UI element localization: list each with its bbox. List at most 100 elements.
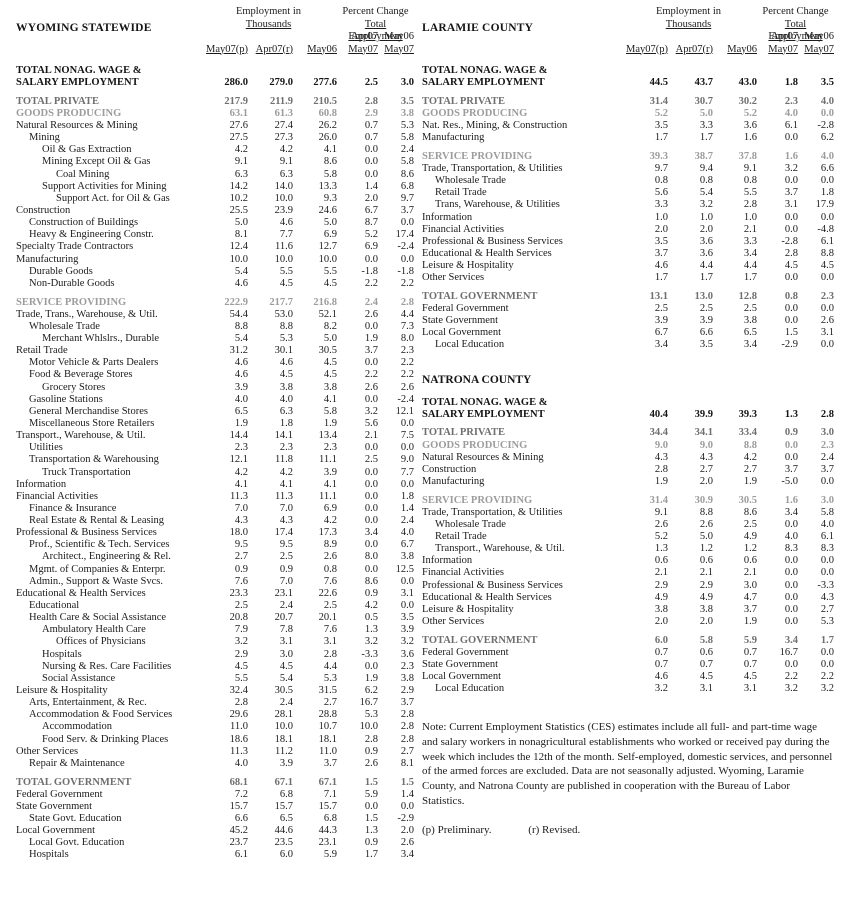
cell-value: 0.6 — [654, 555, 668, 567]
cell-value: 0.9 — [784, 427, 798, 439]
cell-value: 10.0 — [318, 253, 337, 265]
cell-value: 0.7 — [743, 658, 757, 670]
cell-value: 0.0 — [364, 563, 378, 575]
col-pct-may-label: May07 — [804, 43, 834, 55]
cell-value: 6.7 — [400, 539, 414, 551]
table-row: Architect., Engineering & Rel. 2.7 2.5 2.6 8… — [16, 551, 414, 563]
cell-value: 60.8 — [318, 107, 337, 119]
cell-value: 11.0 — [230, 721, 248, 733]
cell-value: 7.7 — [279, 229, 293, 241]
cell-value: 6.1 — [234, 849, 248, 861]
cell-value: 0.0 — [364, 393, 378, 405]
cell-value: 8.8 — [234, 320, 248, 332]
cell-value: 0.0 — [784, 591, 798, 603]
cell-value: 61.3 — [274, 107, 293, 119]
row-label: Real Estate & Rental & Leasing — [29, 515, 165, 527]
table-row: Mining Except Oil & Gas 9.1 9.1 8.6 0.0 5.8 — [16, 156, 414, 168]
table-row: Retail Trade 5.6 5.4 5.5 3.7 1.8 — [422, 187, 834, 199]
cell-value: 6.6 — [234, 812, 248, 824]
row-label: Non-Durable Goods — [29, 277, 115, 289]
table-row: Gasoline Stations 4.0 4.0 4.1 0.0 -2.4 — [16, 394, 414, 406]
cell-value: 0.0 — [820, 107, 834, 119]
row-label: SALARY EMPLOYMENT — [16, 77, 139, 89]
table-row: Financial Activities 2.0 2.0 2.1 0.0 -4.8 — [422, 224, 834, 236]
cell-value: 8.8 — [820, 247, 834, 259]
cell-value: 3.7 — [400, 697, 414, 709]
row-label: Trade, Transportation, & Utilities — [422, 162, 563, 174]
header-group-row-2: Thousands Total Employment — [16, 19, 414, 43]
cell-value: 3.0 — [820, 494, 834, 506]
cell-value: 3.1 — [784, 199, 798, 211]
cell-value: 0.9 — [364, 745, 378, 757]
row-label: Financial Activities — [422, 567, 504, 579]
cell-value: -2.4 — [397, 393, 414, 405]
cell-value: 5.9 — [323, 849, 337, 861]
cell-value: 2.9 — [234, 648, 248, 660]
cell-value: 2.6 — [400, 837, 414, 849]
cell-value: 3.8 — [400, 107, 414, 119]
table-row: Construction of Buildings 5.0 4.6 5.0 8.7 0.0 — [16, 217, 414, 229]
row-label: Other Services — [16, 745, 79, 757]
row-label: Truck Transportation — [42, 466, 131, 478]
footnotes: (p) Preliminary. (r) Revised. — [422, 824, 834, 836]
cell-value: 0.0 — [784, 132, 798, 144]
cell-value: 10.0 — [274, 192, 293, 204]
cell-value: 4.5 — [323, 277, 337, 289]
cell-value: 0.0 — [820, 555, 834, 567]
cell-value: 3.5 — [654, 120, 668, 132]
cell-value: 12.5 — [395, 563, 414, 575]
cell-value: 1.0 — [699, 211, 713, 223]
cell-value: 0.0 — [784, 603, 798, 615]
cell-value: 5.8 — [400, 156, 414, 168]
cell-value: 3.1 — [400, 587, 414, 599]
cell-value: 44.3 — [318, 825, 337, 837]
row-label: State Government — [422, 315, 499, 327]
cell-value: 3.8 — [654, 603, 668, 615]
cell-value: 28.1 — [274, 709, 293, 721]
row-label: Leisure & Hospitality — [16, 685, 108, 697]
cell-value: 1.2 — [743, 543, 757, 555]
cell-value: 5.0 — [699, 107, 713, 119]
row-label: TOTAL GOVERNMENT — [422, 290, 538, 302]
row-label: Construction — [422, 463, 477, 475]
cell-value: 0.8 — [654, 175, 668, 187]
cell-value: 10.0 — [274, 721, 293, 733]
cell-value: 12.8 — [738, 290, 757, 302]
cell-value: 5.2 — [743, 107, 757, 119]
row-label: Local Education — [435, 339, 505, 351]
cell-value: 2.0 — [400, 825, 414, 837]
row-label: TOTAL PRIVATE — [422, 427, 505, 439]
header-sub-row: Apr07 May06 — [16, 31, 414, 44]
cell-value: 3.6 — [699, 235, 713, 247]
cell-value: 67.1 — [318, 776, 337, 788]
cell-value: 4.4 — [400, 308, 414, 320]
cell-value: 30.5 — [274, 685, 293, 697]
cell-value: 3.9 — [654, 315, 668, 327]
cell-value: 210.5 — [313, 95, 337, 107]
cell-value: -2.9 — [781, 339, 798, 351]
row-label: Durable Goods — [29, 265, 93, 277]
cell-value: 5.2 — [364, 229, 378, 241]
table-row: Trade, Transportation, & Utilities 9.7 9.4… — [422, 163, 834, 175]
table-row: Non-Durable Goods 4.6 4.5 4.5 2.2 2.2 — [16, 278, 414, 290]
row-label: Manufacturing — [16, 253, 79, 265]
cell-value: 40.4 — [649, 408, 668, 420]
cell-value: 0.0 — [784, 658, 798, 670]
cell-value: 0.6 — [743, 555, 757, 567]
table-row: GOODS PRODUCING 5.2 5.0 5.2 4.0 0.0 — [422, 108, 834, 120]
row-label: Food & Beverage Stores — [29, 369, 133, 381]
cell-value: 6.8 — [400, 180, 414, 192]
cell-value: 1.9 — [323, 417, 337, 429]
wyoming-statewide-table: WYOMING STATEWIDE Employment in Percent … — [16, 6, 414, 904]
table-row: Prof., Scientific & Tech. Services 9.5 9.5… — [16, 539, 414, 551]
cell-value: 8.3 — [820, 543, 834, 555]
table-row: Natural Resources & Mining 27.6 27.4 26.2 0.… — [16, 120, 414, 132]
table-row: Other Services 2.0 2.0 1.9 0.0 5.3 — [422, 616, 834, 628]
cell-value: 6.2 — [364, 685, 378, 697]
cell-value: 3.9 — [699, 315, 713, 327]
table-row: Mgmt. of Companies & Enterpr. 0.9 0.9 0.8 0.… — [16, 564, 414, 576]
cell-value: 3.8 — [699, 603, 713, 615]
cell-value: 3.2 — [364, 405, 378, 417]
cell-value: 4.6 — [279, 217, 293, 229]
